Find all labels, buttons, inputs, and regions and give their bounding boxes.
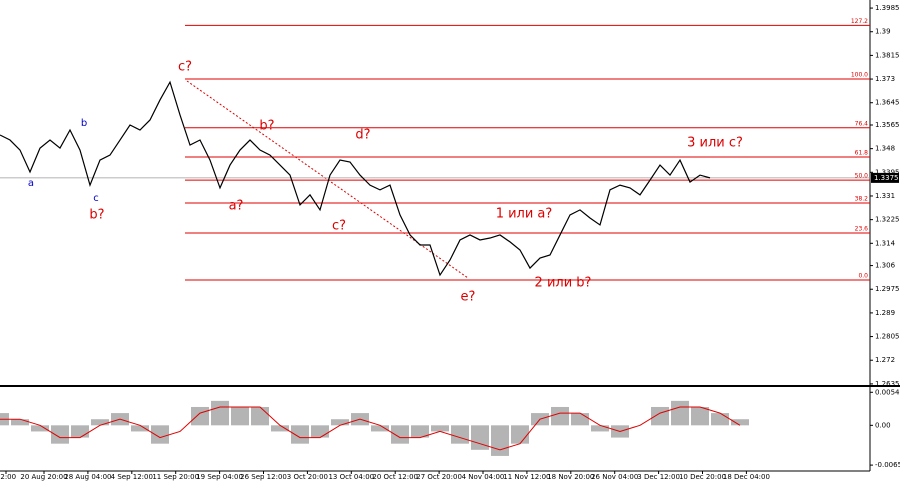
y-tick-label: 1.3395 xyxy=(875,168,900,176)
macd-bar xyxy=(271,425,289,432)
x-tick-label: 11 Sep 20:00 xyxy=(152,473,199,481)
x-tick-label: 22:00 xyxy=(0,473,16,481)
y-tick-label: 1.331 xyxy=(875,192,895,200)
macd-bar xyxy=(131,425,149,432)
y-tick-label: 1.2975 xyxy=(875,285,900,293)
x-tick-label: 10 Dec 20:00 xyxy=(679,473,726,481)
y-tick-label: 1.3815 xyxy=(875,51,900,59)
wave-label: 2 или b? xyxy=(535,276,592,291)
macd-bar xyxy=(411,425,429,438)
y-tick-label: 1.306 xyxy=(875,262,896,270)
macd-bar xyxy=(591,425,609,432)
wave-label: c xyxy=(93,193,99,204)
y-tick-label: 1.3565 xyxy=(875,121,900,129)
y-tick-label: 1.348 xyxy=(875,145,895,153)
macd-bar xyxy=(11,419,29,426)
x-tick-label: 26 Nov 04:00 xyxy=(591,473,638,481)
price-line xyxy=(0,80,711,277)
x-tick-label: 20 Aug 20:00 xyxy=(20,473,67,481)
x-tick-label: 20 Oct 12:00 xyxy=(372,473,418,481)
macd-bar xyxy=(491,425,509,456)
macd-bar xyxy=(191,406,209,426)
y-tick-label: 1.289 xyxy=(875,309,895,317)
macd-bar xyxy=(431,425,449,432)
macd-bar xyxy=(391,425,409,444)
x-tick-label: 18 Dec 04:00 xyxy=(723,473,770,481)
macd-bar xyxy=(651,406,669,426)
wave-label: d? xyxy=(355,128,370,143)
x-tick-label: 4 Nov 04:00 xyxy=(462,473,505,481)
wave-label: c? xyxy=(178,60,192,75)
macd-bar xyxy=(731,419,749,426)
x-tick-label: 27 Oct 20:00 xyxy=(416,473,462,481)
x-tick-label: 11 Nov 12:00 xyxy=(503,473,550,481)
macd-bar xyxy=(511,425,529,444)
macd-bar xyxy=(51,425,69,444)
fib-label: 127.2 xyxy=(851,18,868,25)
macd-bar xyxy=(31,425,49,432)
y-tick-label: 1.373 xyxy=(875,75,895,83)
wave-label: b? xyxy=(259,119,274,134)
y-tick-label: 1.39 xyxy=(875,28,891,36)
macd-bar xyxy=(691,406,709,426)
x-tick-label: 3 Dec 12:00 xyxy=(637,473,680,481)
macd-bar xyxy=(251,406,269,426)
fib-label: 38.2 xyxy=(855,195,869,202)
y-tick-label: 1.314 xyxy=(875,239,896,247)
wave-label: a? xyxy=(229,199,244,214)
wave-label: c? xyxy=(332,219,346,234)
fib-label: 0.0 xyxy=(858,273,868,280)
x-tick-label: 18 Nov 20:00 xyxy=(547,473,594,481)
y-tick-label: 1.3985 xyxy=(875,4,900,12)
x-tick-label: 26 Sep 12:00 xyxy=(240,473,287,481)
macd-bar xyxy=(571,413,589,426)
wave-label: b? xyxy=(89,208,104,223)
macd-bar xyxy=(371,425,389,432)
fib-label: 61.8 xyxy=(855,150,869,157)
wave-label: 1 или a? xyxy=(496,207,553,222)
y-tick-label: 0.00 xyxy=(875,421,891,429)
y-tick-label: 0.0054 xyxy=(875,388,900,396)
macd-bar xyxy=(291,425,309,444)
macd-bar xyxy=(551,406,569,426)
x-tick-label: 3 Oct 20:00 xyxy=(287,473,328,481)
wave-label: a xyxy=(28,178,34,189)
x-tick-label: 4 Sep 12:00 xyxy=(111,473,153,481)
macd-bar xyxy=(71,425,89,438)
y-tick-label: 1.2805 xyxy=(875,333,900,341)
macd-bar xyxy=(91,419,109,426)
macd-bar xyxy=(471,425,489,450)
y-tick-label: 1.3225 xyxy=(875,216,900,224)
fib-label: 50.0 xyxy=(855,173,869,180)
current-price-box xyxy=(871,172,899,183)
macd-bar xyxy=(211,400,229,426)
fib-label: 76.4 xyxy=(855,120,869,127)
y-tick-label: 1.2635 xyxy=(875,380,900,388)
macd-bar xyxy=(671,400,689,426)
wave-label: 3 или c? xyxy=(687,136,743,151)
signal-line xyxy=(0,406,741,451)
macd-bar xyxy=(451,425,469,444)
current-price-label: 1.3375 xyxy=(874,174,899,182)
fib-label: 23.6 xyxy=(855,226,869,233)
wave-label: e? xyxy=(461,290,476,305)
y-tick-label: 1.272 xyxy=(875,356,895,364)
macd-bar xyxy=(231,406,249,426)
x-tick-label: 13 Oct 04:00 xyxy=(328,473,374,481)
x-tick-label: 28 Aug 04:00 xyxy=(64,473,111,481)
x-tick-label: 19 Sep 04:00 xyxy=(196,473,243,481)
y-tick-label: 1.3645 xyxy=(875,99,900,107)
macd-bar xyxy=(151,425,169,444)
fib-label: 100.0 xyxy=(851,72,868,79)
wave-label: b xyxy=(81,118,87,129)
y-tick-label: -0.0065 xyxy=(875,461,900,469)
macd-bar xyxy=(311,425,329,438)
macd-bar xyxy=(711,413,729,426)
macd-bar xyxy=(331,419,349,426)
